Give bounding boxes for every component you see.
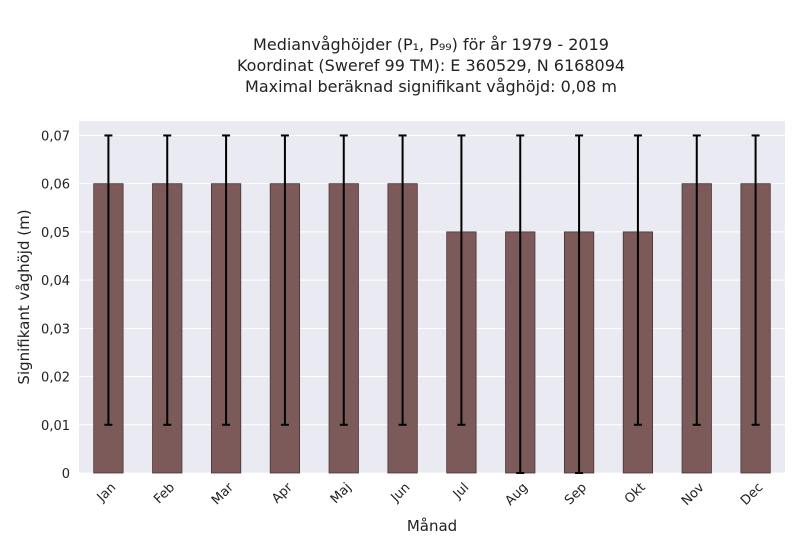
x-tick-label: Apr	[269, 480, 296, 507]
x-tick-label: Jun	[388, 480, 414, 506]
y-tick-label: 0,04	[41, 274, 70, 289]
error-bar-maj	[339, 134, 348, 426]
error-bar-nov	[692, 134, 701, 426]
error-bar-sep	[575, 134, 584, 474]
x-tick-label: Mar	[209, 480, 237, 508]
x-tick-label: Okt	[622, 480, 649, 507]
x-tick-label: Maj	[328, 480, 355, 507]
error-bar-jun	[398, 134, 407, 426]
x-tick-label: Jul	[450, 480, 472, 502]
error-bars	[104, 134, 760, 474]
error-bar-mar	[222, 134, 231, 426]
error-bar-okt	[633, 134, 642, 426]
y-tick-label: 0,06	[41, 178, 70, 193]
grid-lines	[79, 134, 785, 474]
chart-title-line-3: Maximal beräknad signifikant våghöjd: 0,…	[245, 77, 617, 96]
x-tick-label: Sep	[562, 480, 590, 508]
x-tick-label: Feb	[151, 480, 178, 507]
x-tick-label: Nov	[679, 480, 708, 509]
x-tick-label: Aug	[503, 480, 532, 509]
x-axis-ticks: Jan Feb Mar Apr Maj Jun Jul Aug Sep Okt Nov Dec	[94, 480, 767, 509]
y-tick-label: 0,07	[41, 129, 70, 144]
y-tick-label: 0,01	[41, 419, 70, 434]
y-axis-ticks: 0 0,01 0,02 0,03 0,04 0,05 0,06 0,07	[41, 129, 70, 482]
chart-title: Medianvåghöjder (P₁, P₉₉) för år 1979 - …	[0, 34, 800, 97]
x-axis-label: Månad	[407, 517, 457, 535]
x-tick-label: Jan	[94, 480, 119, 505]
chart-title-line-1: Medianvåghöjder (P₁, P₉₉) för år 1979 - …	[253, 35, 609, 54]
error-bar-aug	[516, 134, 525, 474]
error-bar-dec	[751, 134, 760, 426]
y-tick-label: 0,05	[41, 226, 70, 241]
error-bar-feb	[163, 134, 172, 426]
y-tick-label: 0,03	[41, 322, 70, 337]
error-bar-jan	[104, 134, 113, 426]
chart-title-line-2: Koordinat (Sweref 99 TM): E 360529, N 61…	[236, 56, 626, 75]
error-bar-apr	[280, 134, 289, 426]
y-tick-label: 0	[62, 467, 70, 482]
plot-area	[79, 121, 785, 473]
error-bar-jul	[457, 134, 466, 426]
x-tick-label: Dec	[738, 480, 766, 508]
y-axis-label: Signifikant våghöjd (m)	[15, 209, 33, 384]
y-tick-label: 0,02	[41, 371, 70, 386]
